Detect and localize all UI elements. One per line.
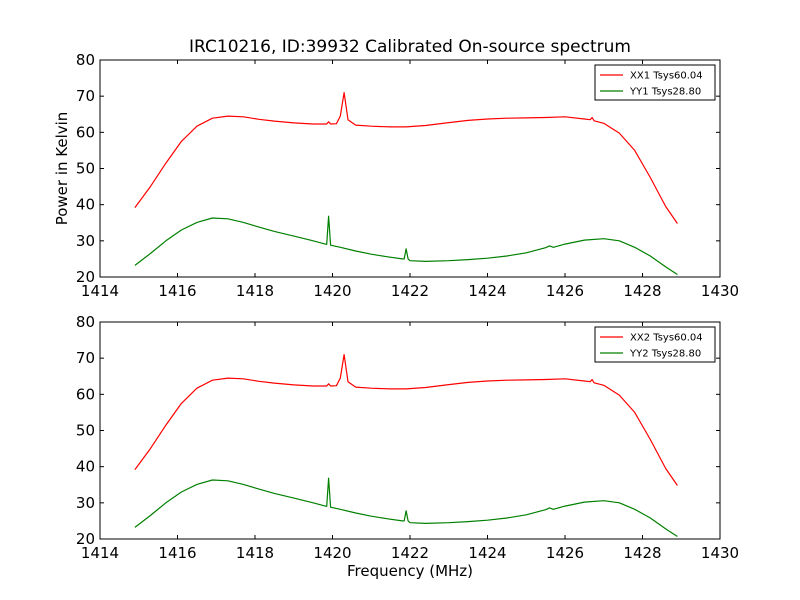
x-tick-label: 1428 (623, 544, 661, 562)
x-tick-label: 1416 (158, 282, 196, 300)
legend-label: XX2 Tsys60.04 (630, 333, 703, 344)
legend-label: XX1 Tsys60.04 (630, 71, 703, 82)
y-tick-label: 40 (76, 196, 95, 214)
x-axis-label: Frequency (MHz) (347, 562, 473, 580)
x-tick-label: 1418 (236, 282, 274, 300)
top-panel: 1414 1416 1418 1420 1422 1424 1426 1428 1430 20 30… (76, 51, 739, 300)
y-tick-label: 60 (76, 123, 95, 141)
y-tick-label: 20 (76, 530, 95, 548)
y-tick-label: 70 (76, 87, 95, 105)
y-tick-label: 30 (76, 232, 95, 250)
y-tick-label: 40 (76, 458, 95, 476)
legend-box (594, 64, 716, 101)
x-tick-label: 1426 (546, 282, 584, 300)
y-tick-label: 50 (76, 160, 95, 178)
bottom-panel: 1414 1416 1418 1420 1422 1424 1426 1428 1430 20 30… (76, 313, 739, 562)
legend-label: YY2 Tsys28.80 (629, 349, 701, 360)
x-tick-label: 1428 (623, 282, 661, 300)
legend-box (594, 326, 716, 363)
legend: XX1 Tsys60.04 YY1 Tsys28.80 (594, 64, 716, 101)
x-tick-label: 1414 (81, 544, 119, 562)
x-tick-label: 1414 (81, 282, 119, 300)
y-tick-label: 30 (76, 494, 95, 512)
y-tick-label: 60 (76, 385, 95, 403)
x-tick-label: 1416 (158, 544, 196, 562)
x-tick-label: 1420 (313, 282, 351, 300)
series-line-yy (134, 477, 678, 538)
x-tick-label: 1420 (313, 544, 351, 562)
legend-label: YY1 Tsys28.80 (629, 87, 701, 98)
y-axis-label: Power in Kelvin (53, 112, 71, 226)
x-tick-label: 1418 (236, 544, 274, 562)
series-line-yy (134, 215, 678, 276)
x-tick-label: 1424 (468, 282, 506, 300)
chart-title: IRC10216, ID:39932 Calibrated On-source … (189, 37, 631, 57)
y-tick-label: 70 (76, 349, 95, 367)
x-tick-label: 1422 (391, 282, 429, 300)
y-tick-label: 80 (76, 313, 95, 331)
y-tick-label: 80 (76, 51, 95, 69)
x-tick-label: 1430 (701, 282, 739, 300)
x-tick-label: 1422 (391, 544, 429, 562)
y-tick-label: 20 (76, 268, 95, 286)
legend: XX2 Tsys60.04 YY2 Tsys28.80 (594, 326, 716, 363)
series-line-xx (134, 91, 678, 224)
series-line-xx (134, 354, 678, 486)
y-tick-label: 50 (76, 422, 95, 440)
x-tick-label: 1424 (468, 544, 506, 562)
x-tick-label: 1430 (701, 544, 739, 562)
x-tick-label: 1426 (546, 544, 584, 562)
